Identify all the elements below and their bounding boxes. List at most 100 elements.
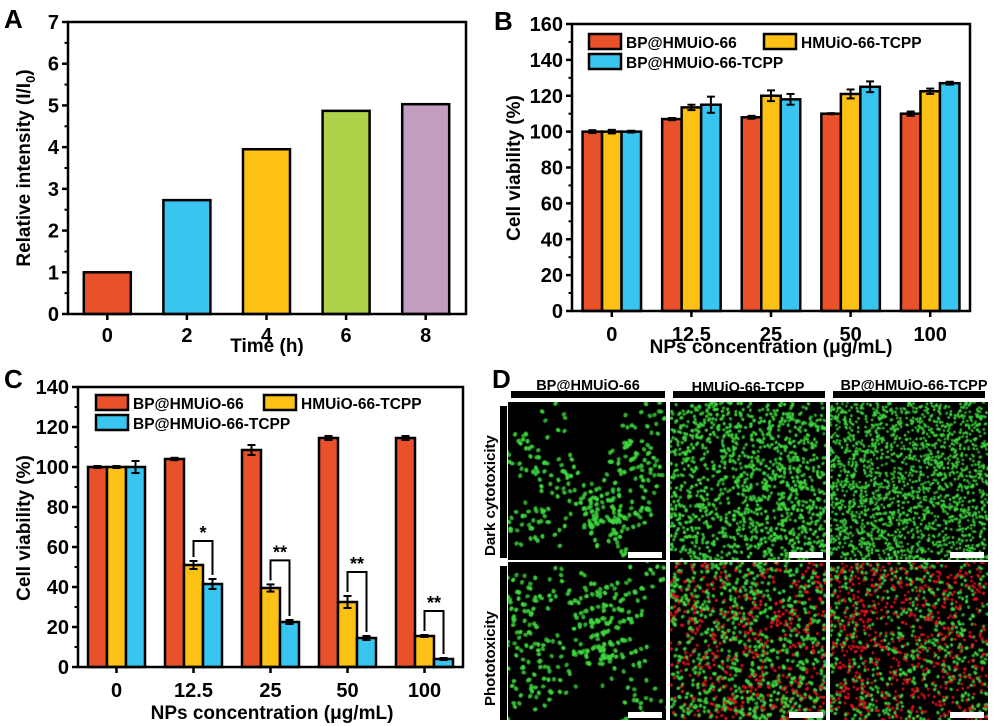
micrograph-photo-bp-hmuio66-tcpp <box>830 562 988 720</box>
chart-b-error-bars <box>588 80 954 135</box>
bar-HMUiO-66-TCPP-12.5 <box>680 106 703 313</box>
chart-b-y-ticks: 0 20 40 60 80 100 120 140 160 <box>530 14 572 323</box>
significance-label: ** <box>350 554 364 574</box>
bar-BP@HMUiO-66-0 <box>581 130 604 313</box>
y-tick-label: 4 <box>48 137 60 159</box>
micrograph-dark-hmuio66-tcpp <box>670 402 826 560</box>
x-tick-label: 25 <box>760 324 782 346</box>
y-tick-label: 1 <box>48 262 59 284</box>
bar-HMUiO-66-TCPP-50 <box>839 92 862 313</box>
y-tick-label: 20 <box>47 617 69 639</box>
d-column-title-3: BP@HMUiO-66-TCPP <box>840 378 988 394</box>
chart-c-plot-frame <box>76 385 465 669</box>
y-tick-label: 140 <box>36 377 69 399</box>
y-tick-label: 140 <box>530 50 563 72</box>
x-tick-label: 50 <box>839 324 861 346</box>
chart-b-y-axis-label: Cell viability (%) <box>504 95 525 241</box>
chart-a-y-axis-label: Relative intensity (I/I0) <box>14 69 38 266</box>
y-tick-label: 40 <box>47 577 69 599</box>
panel-label-b: B <box>494 6 513 36</box>
x-tick-label: 6 <box>341 325 352 347</box>
scale-bar <box>789 552 823 558</box>
significance-bracket <box>346 571 368 632</box>
chart-c-y-axis-label: Cell viability (%) <box>14 455 35 601</box>
d-column-title-1: BP@HMUiO-66 <box>536 378 640 394</box>
chart-c-x-ticks: 0 12.5 25 50 100 <box>111 667 441 702</box>
panel-label-c: C <box>4 364 23 394</box>
bar-BP@HMUiO-66-TCPP-50 <box>355 636 378 669</box>
y-tick-label: 160 <box>530 14 563 36</box>
bar-BP@HMUiO-66-TCPP-12.5 <box>699 103 722 313</box>
bar-HMUiO-66-TCPP-25 <box>259 586 282 669</box>
bar-2h <box>162 198 212 316</box>
chart-a-y-label-close: ) <box>14 69 35 75</box>
y-tick-label: 80 <box>541 158 563 180</box>
d-column-bar-2 <box>673 391 825 398</box>
micrograph-photo-bp-hmuio66 <box>508 562 666 720</box>
micrograph-dark-bp-hmuio66-tcpp <box>830 402 988 560</box>
chart-a-x-axis-label: Time (h) <box>230 336 304 357</box>
scale-bar <box>950 552 984 558</box>
legend-swatch-BP@HMUiO-66 <box>94 393 130 412</box>
panel-label-d: D <box>492 364 511 394</box>
bar-6h <box>321 109 371 316</box>
y-tick-label: 100 <box>530 122 563 144</box>
bar-BP@HMUiO-66-TCPP-0 <box>620 130 643 313</box>
chart-b-legend: BP@HMUiO-66 HMUiO-66-TCPP BP@HMUiO-66-TCPP <box>587 32 922 72</box>
micrograph-dark-bp-hmuio66 <box>508 402 666 560</box>
panel-label-a: A <box>4 4 23 34</box>
bar-0h <box>82 271 133 316</box>
y-tick-label: 40 <box>541 229 563 251</box>
micrograph-photo-hmuio66-tcpp <box>670 562 826 720</box>
legend-label-HMUiO-66-TCPP: HMUiO-66-TCPP <box>801 35 922 52</box>
y-tick-label: 120 <box>36 417 69 439</box>
chart-a-y-label-main: Relative intensity (I/I <box>14 83 35 267</box>
y-tick-label: 100 <box>36 457 69 479</box>
y-tick-label: 60 <box>541 193 563 215</box>
scale-bar <box>628 552 662 558</box>
significance-label: * <box>199 523 206 543</box>
chart-a-relative-intensity: 0 1 2 3 4 5 6 7 0 2 4 6 8 Time (h) Relative intensi… <box>14 12 468 357</box>
y-tick-label: 5 <box>48 95 59 117</box>
y-tick-label: 2 <box>48 221 59 243</box>
y-tick-label: 20 <box>541 265 563 287</box>
bar-HMUiO-66-TCPP-50 <box>336 600 359 669</box>
x-tick-label: 100 <box>914 324 947 346</box>
x-tick-label: 100 <box>408 680 441 702</box>
chart-b-dark-viability: 0 20 40 60 80 100 120 140 160 0 12.5 25 50 100 BP@HM… <box>504 14 972 358</box>
d-row-bar-1 <box>500 406 507 558</box>
x-tick-label: 8 <box>420 325 431 347</box>
d-row-bar-2 <box>500 566 507 720</box>
bar-BP@HMUiO-66-50 <box>820 112 843 313</box>
bar-BP@HMUiO-66-TCPP-0 <box>124 465 147 669</box>
bar-BP@HMUiO-66-12.5 <box>660 117 683 313</box>
significance-label: ** <box>273 542 287 562</box>
x-tick-label: 0 <box>606 324 617 346</box>
chart-b-plot-frame <box>570 22 972 313</box>
d-column-bar-3 <box>833 391 985 398</box>
y-tick-label: 0 <box>552 301 563 323</box>
x-tick-label: 50 <box>336 680 358 702</box>
x-tick-label: 12.5 <box>672 324 711 346</box>
chart-a-y-label-sub: 0 <box>23 76 38 83</box>
chart-c-legend: BP@HMUiO-66 HMUiO-66-TCPP BP@HMUiO-66-TCPP <box>94 393 422 433</box>
y-tick-label: 120 <box>530 86 563 108</box>
bar-BP@HMUiO-66-100 <box>394 436 417 669</box>
legend-swatch-BP@HMUiO-66-TCPP <box>94 413 130 432</box>
chart-b-x-ticks: 0 12.5 25 50 100 <box>606 311 947 346</box>
panel-d-live-dead-images: BP@HMUiO-66 HMUiO-66-TCPP BP@HMUiO-66-TC… <box>482 360 1000 726</box>
bar-BP@HMUiO-66-12.5 <box>163 457 186 669</box>
bar-HMUiO-66-TCPP-100 <box>413 634 436 669</box>
bar-BP@HMUiO-66-0 <box>86 465 109 669</box>
d-row-label-photo: Phototoxicity <box>482 610 499 706</box>
d-column-bar-1 <box>511 391 665 398</box>
chart-c-bars <box>86 436 455 669</box>
scale-bar <box>628 712 662 718</box>
d-row-label-dark: Dark cytotoxicity <box>482 435 499 556</box>
y-tick-label: 80 <box>47 497 69 519</box>
legend-swatch-BP@HMUiO-66 <box>587 32 623 51</box>
chart-c-x-axis-label: NPs concentration (μg/mL) <box>151 703 394 724</box>
bar-BP@HMUiO-66-25 <box>740 116 763 313</box>
chart-c-significance: ******* <box>192 523 445 654</box>
legend-swatch-HMUiO-66-TCPP <box>762 32 798 51</box>
